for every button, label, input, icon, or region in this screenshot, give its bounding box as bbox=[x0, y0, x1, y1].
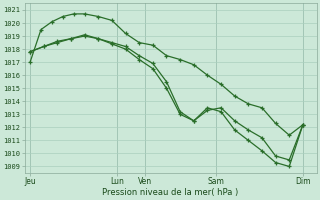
X-axis label: Pression niveau de la mer( hPa ): Pression niveau de la mer( hPa ) bbox=[102, 188, 239, 197]
